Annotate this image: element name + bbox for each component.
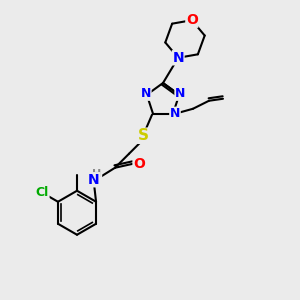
Text: N: N [172,51,184,65]
Text: H: H [92,169,102,179]
Text: N: N [175,87,185,100]
Text: Cl: Cl [36,186,49,199]
Text: N: N [88,173,100,187]
Text: N: N [170,107,180,120]
Text: O: O [133,157,145,171]
Text: O: O [186,13,198,27]
Text: N: N [141,87,151,100]
Text: S: S [137,128,148,143]
